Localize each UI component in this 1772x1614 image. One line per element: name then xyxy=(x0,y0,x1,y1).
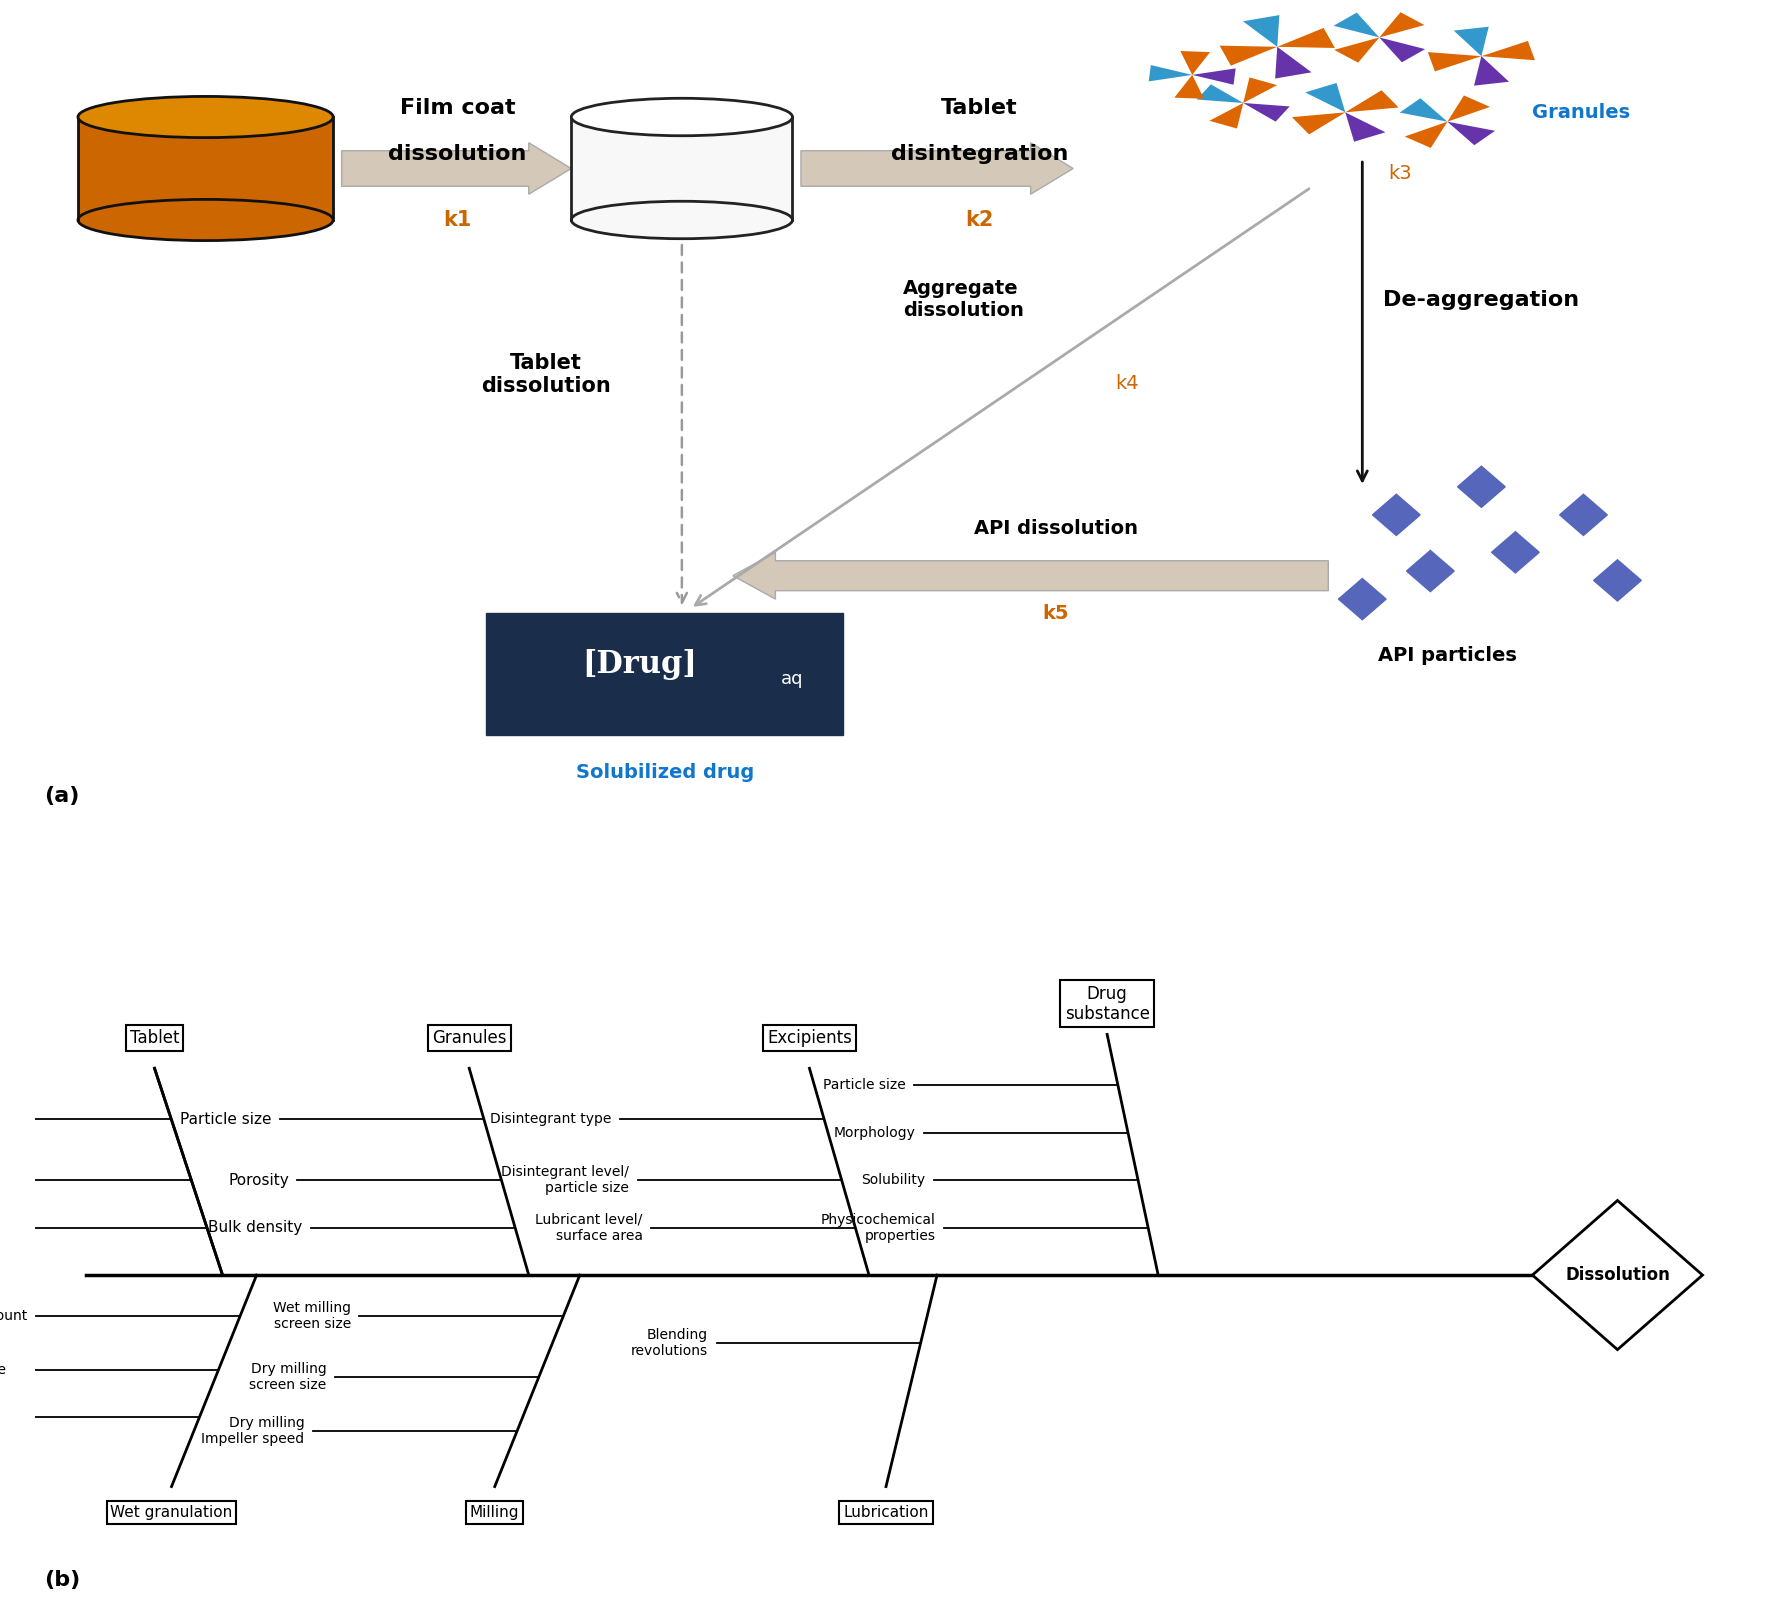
Polygon shape xyxy=(1209,103,1244,129)
Ellipse shape xyxy=(571,202,792,239)
Polygon shape xyxy=(1219,45,1278,66)
Polygon shape xyxy=(1407,550,1455,592)
Polygon shape xyxy=(1492,531,1540,573)
Text: Milling: Milling xyxy=(470,1504,519,1520)
Polygon shape xyxy=(1244,77,1278,103)
Text: Lubricant level/
surface area: Lubricant level/ surface area xyxy=(535,1212,643,1243)
Polygon shape xyxy=(1244,103,1290,121)
Text: k1: k1 xyxy=(443,210,471,229)
Text: Disintegrant type: Disintegrant type xyxy=(491,1112,611,1127)
Text: k4: k4 xyxy=(1116,374,1139,394)
Text: Granules: Granules xyxy=(1533,103,1630,121)
Polygon shape xyxy=(1448,95,1490,121)
Text: (a): (a) xyxy=(44,786,80,805)
Text: Solubilized drug: Solubilized drug xyxy=(576,763,753,781)
Text: API dissolution: API dissolution xyxy=(975,520,1138,539)
Text: k2: k2 xyxy=(966,210,994,229)
Text: Drug
substance: Drug substance xyxy=(1065,985,1150,1023)
Text: Dry milling
Impeller speed: Dry milling Impeller speed xyxy=(202,1415,305,1446)
Text: Bulk density: Bulk density xyxy=(209,1220,303,1235)
Text: Solubility: Solubility xyxy=(861,1173,925,1188)
Text: Disintegrant level/
particle size: Disintegrant level/ particle size xyxy=(501,1165,629,1196)
Polygon shape xyxy=(1474,56,1510,86)
Polygon shape xyxy=(1148,65,1193,81)
Polygon shape xyxy=(1458,466,1504,507)
Text: Excipients: Excipients xyxy=(767,1028,852,1047)
Text: Physicochemical
properties: Physicochemical properties xyxy=(820,1212,936,1243)
Text: Lubrication: Lubrication xyxy=(843,1504,929,1520)
Polygon shape xyxy=(1334,37,1379,63)
Text: Porosity: Porosity xyxy=(229,1173,289,1188)
Polygon shape xyxy=(1379,37,1425,63)
Polygon shape xyxy=(1345,90,1398,113)
Text: Dry milling
screen size: Dry milling screen size xyxy=(250,1362,326,1391)
Text: De-aggregation: De-aggregation xyxy=(1384,289,1579,310)
FancyArrow shape xyxy=(734,552,1329,599)
Polygon shape xyxy=(1278,27,1334,48)
Ellipse shape xyxy=(571,98,792,136)
Polygon shape xyxy=(1448,121,1496,145)
Text: Tablet
dissolution: Tablet dissolution xyxy=(480,353,611,395)
Text: Aggregate
dissolution: Aggregate dissolution xyxy=(904,279,1024,320)
Text: Blending
revolutions: Blending revolutions xyxy=(631,1328,709,1357)
Polygon shape xyxy=(1196,84,1244,103)
Text: Tablet: Tablet xyxy=(941,98,1017,118)
Polygon shape xyxy=(1559,494,1607,536)
Polygon shape xyxy=(1180,52,1210,74)
Text: Morphology: Morphology xyxy=(833,1125,916,1139)
Polygon shape xyxy=(1175,74,1203,98)
Polygon shape xyxy=(1593,560,1641,600)
Text: aq: aq xyxy=(781,670,804,688)
Ellipse shape xyxy=(78,200,333,240)
Text: k5: k5 xyxy=(1044,604,1069,623)
Polygon shape xyxy=(1276,47,1311,79)
Bar xyxy=(78,116,333,220)
Polygon shape xyxy=(1345,113,1386,142)
Polygon shape xyxy=(1400,98,1448,121)
FancyArrow shape xyxy=(342,142,571,194)
Text: Particle size: Particle size xyxy=(822,1078,905,1093)
Bar xyxy=(571,116,792,220)
Polygon shape xyxy=(1379,13,1425,37)
Text: disintegration: disintegration xyxy=(891,145,1069,165)
Text: Wet massing time: Wet massing time xyxy=(0,1362,5,1377)
Text: k3: k3 xyxy=(1387,163,1412,182)
Text: Wet granulation: Wet granulation xyxy=(110,1504,232,1520)
Ellipse shape xyxy=(78,97,333,137)
Polygon shape xyxy=(1334,13,1379,37)
Text: Water amount: Water amount xyxy=(0,1309,28,1323)
Polygon shape xyxy=(1481,40,1535,60)
Text: Film coat: Film coat xyxy=(399,98,516,118)
Polygon shape xyxy=(1405,121,1448,148)
Polygon shape xyxy=(1338,578,1386,620)
Text: Particle size: Particle size xyxy=(179,1112,271,1127)
Text: (b): (b) xyxy=(44,1570,80,1590)
Polygon shape xyxy=(1428,52,1481,71)
Polygon shape xyxy=(1453,27,1488,56)
Text: Dissolution: Dissolution xyxy=(1565,1265,1669,1285)
FancyArrow shape xyxy=(801,142,1074,194)
Text: [Drug]: [Drug] xyxy=(581,649,696,679)
Text: Granules: Granules xyxy=(432,1028,507,1047)
Text: Tablet: Tablet xyxy=(129,1028,179,1047)
Text: dissolution: dissolution xyxy=(388,145,526,165)
Text: API particles: API particles xyxy=(1379,646,1517,665)
Polygon shape xyxy=(1373,494,1419,536)
Polygon shape xyxy=(1306,82,1345,113)
Polygon shape xyxy=(1193,68,1235,84)
Text: Wet milling
screen size: Wet milling screen size xyxy=(273,1301,351,1332)
Polygon shape xyxy=(1292,113,1345,134)
Polygon shape xyxy=(1242,15,1279,47)
FancyBboxPatch shape xyxy=(486,613,843,734)
